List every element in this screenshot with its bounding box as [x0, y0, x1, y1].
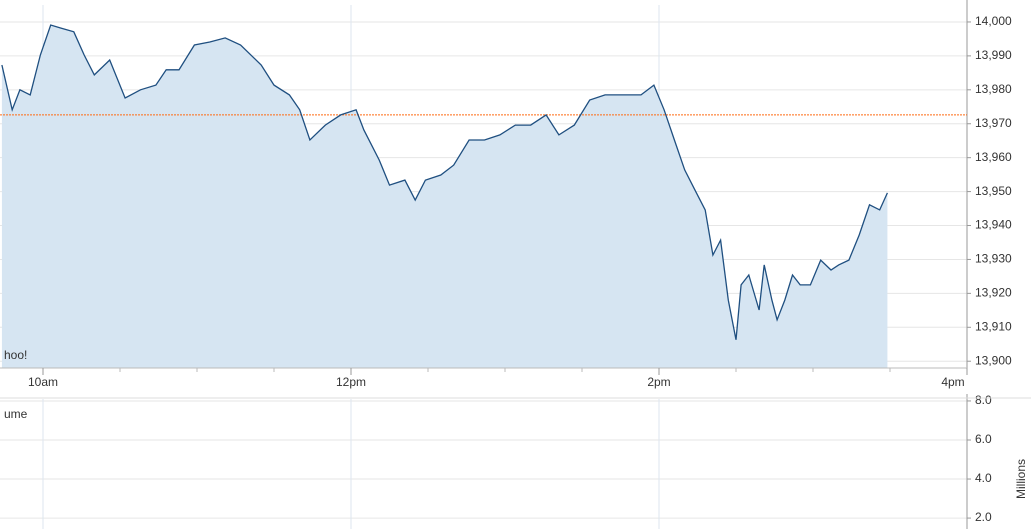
- y-tick-label: 14,000: [975, 14, 1012, 28]
- area: [1, 25, 888, 368]
- y-tick-label: 8.0: [975, 393, 992, 407]
- price-line: [1, 24, 888, 340]
- y-tick-label: 13,930: [975, 252, 1012, 266]
- x-tick-label: 4pm: [941, 375, 964, 389]
- y-tick-label: 4.0: [975, 471, 992, 485]
- y-tick-label: 13,940: [975, 218, 1012, 232]
- y-tick-label: 13,970: [975, 116, 1012, 130]
- y-tick-label: 13,990: [975, 48, 1012, 62]
- y-tick-label: 13,910: [975, 319, 1012, 333]
- y-tick-label: 13,980: [975, 82, 1012, 96]
- y-tick-label: 13,920: [975, 286, 1012, 300]
- y-tick-label: 13,960: [975, 150, 1012, 164]
- x-tick-label: 12pm: [336, 375, 366, 389]
- y-axis-label: Millions: [1014, 459, 1028, 499]
- y-tick-label: 13,900: [975, 353, 1012, 367]
- x-tick-label: 10am: [28, 375, 58, 389]
- x-tick-label: 2pm: [647, 375, 670, 389]
- y-tick-label: 2.0: [975, 510, 992, 524]
- watermark: hoo!: [4, 348, 27, 362]
- y-tick-label: 13,950: [975, 184, 1012, 198]
- panel-title: ume: [4, 407, 28, 421]
- y-tick-label: 6.0: [975, 432, 992, 446]
